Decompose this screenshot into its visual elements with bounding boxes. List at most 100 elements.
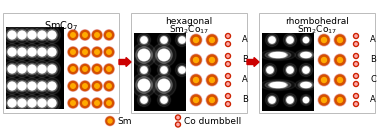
Circle shape	[16, 29, 28, 41]
Circle shape	[227, 75, 229, 77]
Circle shape	[141, 37, 147, 43]
Circle shape	[92, 64, 102, 74]
Circle shape	[95, 50, 99, 54]
Circle shape	[104, 47, 113, 57]
Circle shape	[175, 33, 189, 47]
Circle shape	[38, 48, 46, 56]
Circle shape	[227, 95, 229, 97]
Bar	[134, 33, 186, 111]
Circle shape	[107, 67, 111, 71]
Circle shape	[24, 61, 40, 77]
Circle shape	[194, 38, 198, 42]
Circle shape	[43, 44, 60, 60]
Circle shape	[93, 99, 102, 107]
Circle shape	[338, 98, 342, 103]
Circle shape	[83, 101, 87, 105]
FancyArrow shape	[119, 58, 131, 67]
Circle shape	[226, 94, 231, 99]
Circle shape	[132, 43, 156, 67]
Circle shape	[28, 48, 36, 56]
Circle shape	[160, 66, 169, 75]
Circle shape	[355, 63, 357, 65]
Circle shape	[335, 55, 345, 65]
Circle shape	[287, 97, 293, 103]
Circle shape	[46, 97, 58, 109]
Circle shape	[141, 97, 147, 103]
Circle shape	[190, 54, 202, 66]
Circle shape	[322, 78, 327, 83]
Circle shape	[226, 74, 231, 79]
Circle shape	[104, 64, 114, 74]
Circle shape	[6, 29, 18, 41]
Circle shape	[8, 65, 16, 73]
Circle shape	[36, 97, 48, 109]
Circle shape	[6, 63, 18, 75]
Circle shape	[34, 95, 50, 111]
Circle shape	[48, 82, 56, 90]
Circle shape	[322, 38, 327, 42]
Circle shape	[353, 34, 358, 38]
Circle shape	[34, 78, 50, 94]
Circle shape	[93, 82, 102, 91]
Circle shape	[71, 101, 75, 105]
Circle shape	[138, 79, 150, 91]
Circle shape	[226, 42, 231, 46]
Circle shape	[68, 47, 77, 57]
Circle shape	[8, 82, 16, 90]
Circle shape	[81, 82, 90, 91]
Circle shape	[141, 67, 147, 73]
Circle shape	[287, 37, 293, 43]
Circle shape	[14, 78, 30, 94]
Circle shape	[227, 55, 229, 57]
Circle shape	[38, 99, 46, 107]
Circle shape	[34, 27, 50, 43]
Circle shape	[263, 63, 277, 77]
Circle shape	[68, 99, 77, 107]
Circle shape	[353, 94, 358, 99]
Circle shape	[8, 31, 16, 39]
Circle shape	[269, 97, 275, 103]
Circle shape	[161, 67, 167, 73]
Circle shape	[28, 99, 36, 107]
Circle shape	[107, 50, 111, 54]
Circle shape	[160, 95, 169, 104]
Circle shape	[28, 65, 36, 73]
Circle shape	[46, 63, 58, 75]
Text: B: B	[242, 95, 248, 104]
Circle shape	[139, 35, 149, 45]
Circle shape	[48, 99, 56, 107]
Circle shape	[318, 94, 330, 106]
Circle shape	[227, 43, 229, 45]
Circle shape	[302, 66, 310, 75]
Circle shape	[38, 65, 46, 73]
Bar	[6, 27, 64, 109]
Circle shape	[24, 78, 40, 94]
Circle shape	[141, 97, 147, 103]
Circle shape	[138, 79, 150, 91]
Circle shape	[335, 75, 345, 85]
Circle shape	[304, 98, 308, 103]
Circle shape	[206, 54, 218, 66]
Circle shape	[92, 47, 102, 57]
Ellipse shape	[298, 51, 314, 59]
Circle shape	[287, 67, 293, 73]
Circle shape	[267, 67, 273, 73]
Circle shape	[36, 46, 48, 58]
Circle shape	[334, 74, 346, 86]
Circle shape	[68, 82, 77, 91]
Circle shape	[355, 103, 357, 105]
Circle shape	[104, 99, 113, 107]
Circle shape	[28, 48, 36, 56]
Circle shape	[179, 37, 185, 43]
Circle shape	[269, 37, 275, 43]
Circle shape	[8, 99, 16, 107]
Text: A: A	[370, 35, 376, 45]
Circle shape	[16, 97, 28, 109]
Circle shape	[177, 116, 179, 119]
Circle shape	[160, 35, 169, 45]
FancyBboxPatch shape	[131, 13, 247, 113]
Ellipse shape	[295, 50, 317, 61]
Circle shape	[268, 95, 276, 104]
Circle shape	[355, 55, 357, 57]
Circle shape	[68, 47, 78, 57]
